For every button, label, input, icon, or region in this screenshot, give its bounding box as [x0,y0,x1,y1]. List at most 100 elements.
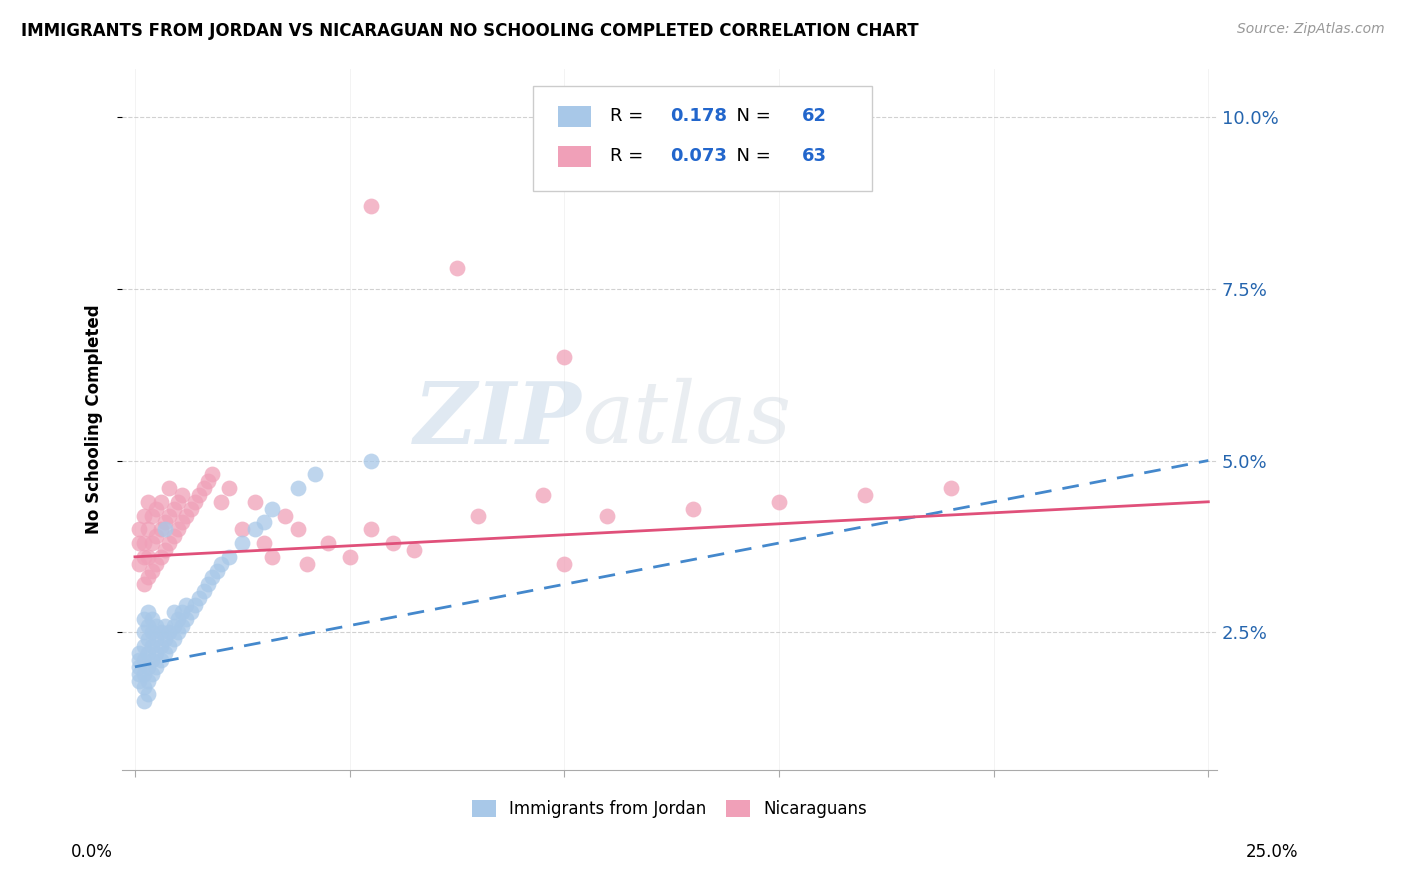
Point [141,639,163,653]
Point [132,625,155,640]
Point [262,501,284,516]
Point [145,529,167,543]
Point [145,501,167,516]
Point [193,481,215,495]
Point [360,199,382,213]
Point [145,618,167,632]
Point [149,522,172,536]
Point [295,557,318,571]
Point [531,488,554,502]
Point [132,508,155,523]
Point [153,522,176,536]
Point [136,618,159,632]
Point [141,625,163,640]
Point [136,549,159,564]
Point [188,591,211,605]
Point [136,660,159,674]
Point [149,549,172,564]
Point [218,481,240,495]
Point [128,522,150,536]
Point [132,639,155,653]
Point [128,557,150,571]
Point [136,570,159,584]
Point [172,488,194,502]
Point [274,508,297,523]
Point [939,481,962,495]
Point [132,612,155,626]
Point [157,536,180,550]
Text: R =: R = [610,147,650,165]
Point [128,646,150,660]
Point [132,536,155,550]
Text: 63: 63 [801,147,827,165]
Point [180,501,202,516]
Text: IMMIGRANTS FROM JORDAN VS NICARAGUAN NO SCHOOLING COMPLETED CORRELATION CHART: IMMIGRANTS FROM JORDAN VS NICARAGUAN NO … [21,22,918,40]
Point [132,653,155,667]
Point [136,522,159,536]
Point [553,351,575,365]
FancyBboxPatch shape [533,86,872,191]
FancyBboxPatch shape [558,145,591,167]
Point [132,694,155,708]
Point [149,653,172,667]
Point [167,625,190,640]
Text: R =: R = [610,107,650,125]
Point [197,577,219,591]
Point [167,522,190,536]
Point [339,549,361,564]
FancyBboxPatch shape [558,105,591,127]
Point [136,495,159,509]
Point [132,577,155,591]
Point [596,508,619,523]
Point [157,639,180,653]
Point [243,522,266,536]
Text: 0.0%: 0.0% [70,843,112,861]
Point [304,467,326,482]
Text: 0.178: 0.178 [671,107,727,125]
Point [446,260,468,275]
Point [128,653,150,667]
Text: 62: 62 [801,107,827,125]
Text: ZIP: ZIP [413,377,582,461]
Point [402,543,425,558]
Point [162,529,184,543]
Point [149,639,172,653]
Point [231,522,253,536]
Point [162,501,184,516]
Point [132,681,155,695]
Point [262,549,284,564]
Point [162,605,184,619]
Point [145,660,167,674]
Point [145,646,167,660]
Point [172,618,194,632]
Point [153,632,176,647]
Text: Source: ZipAtlas.com: Source: ZipAtlas.com [1237,22,1385,37]
Point [153,516,176,530]
Point [176,612,198,626]
Point [553,557,575,571]
Point [172,516,194,530]
Point [218,549,240,564]
Point [157,625,180,640]
Point [184,598,207,612]
Point [253,536,276,550]
Point [184,495,207,509]
Point [231,536,253,550]
Point [201,467,224,482]
Point [853,488,876,502]
Point [287,481,309,495]
Point [193,584,215,599]
Point [209,557,232,571]
Point [136,673,159,688]
Legend: Immigrants from Jordan, Nicaraguans: Immigrants from Jordan, Nicaraguans [465,793,873,825]
Point [162,618,184,632]
Point [132,549,155,564]
Point [209,495,232,509]
Point [180,605,202,619]
Point [141,612,163,626]
Point [205,564,228,578]
Point [162,632,184,647]
Point [141,508,163,523]
Point [157,481,180,495]
Point [149,495,172,509]
